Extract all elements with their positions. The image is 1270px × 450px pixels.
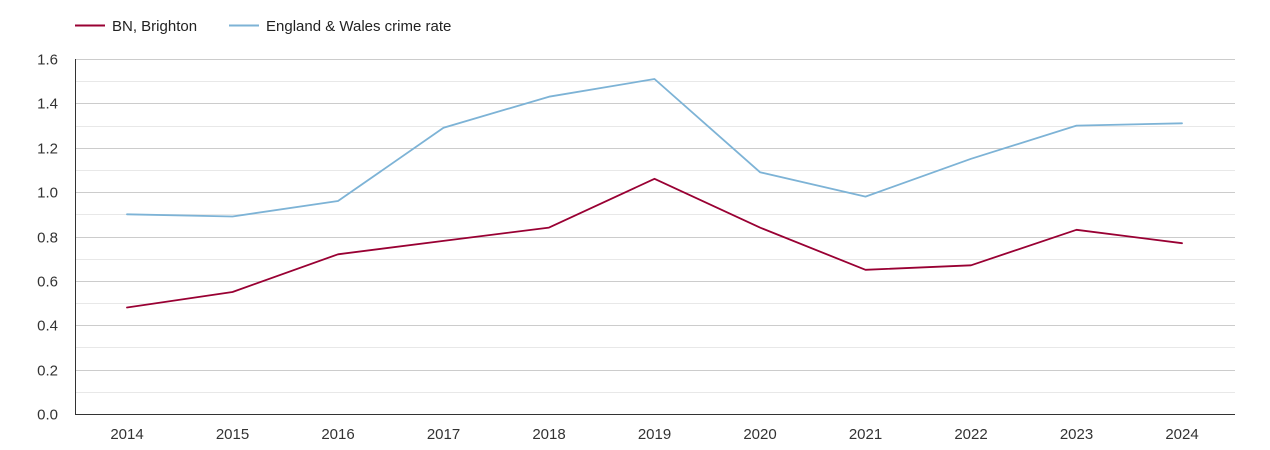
y-tick-label: 0.2 — [37, 363, 58, 380]
x-tick-label: 2015 — [216, 426, 249, 443]
x-tick-label: 2016 — [321, 426, 354, 443]
x-tick-label: 2018 — [532, 426, 565, 443]
y-tick-label: 1.2 — [37, 141, 58, 158]
x-tick-label: 2020 — [743, 426, 776, 443]
y-tick-label: 0.6 — [37, 274, 58, 291]
y-tick-label: 1.0 — [37, 185, 58, 202]
y-tick-label: 0.0 — [37, 407, 58, 424]
x-tick-label: 2022 — [954, 426, 987, 443]
y-tick-label: 0.8 — [37, 230, 58, 247]
y-tick-label: 1.4 — [37, 96, 58, 113]
x-tick-label: 2014 — [110, 426, 143, 443]
grid-lines — [75, 59, 1235, 393]
x-tick-label: 2023 — [1060, 426, 1093, 443]
series-lines — [126, 78, 1183, 309]
y-tick-label: 1.6 — [37, 52, 58, 69]
legend-label: BN, Brighton — [112, 18, 197, 35]
x-tick-label: 2017 — [427, 426, 460, 443]
x-tick-label: 2021 — [849, 426, 882, 443]
y-tick-label: 0.4 — [37, 318, 58, 335]
series-line-2 — [126, 78, 1183, 218]
legend-label: England & Wales crime rate — [266, 18, 451, 35]
x-tick-label: 2024 — [1165, 426, 1198, 443]
series-line-1 — [126, 177, 1183, 309]
x-tick-label: 2019 — [638, 426, 671, 443]
axes: 0.0 0.2 0.4 0.6 0.8 1.0 1.2 1.4 1.6 2014 2015 2016 2… — [37, 52, 1235, 443]
legend: BN, Brighton England & Wales crime rate — [75, 18, 451, 35]
